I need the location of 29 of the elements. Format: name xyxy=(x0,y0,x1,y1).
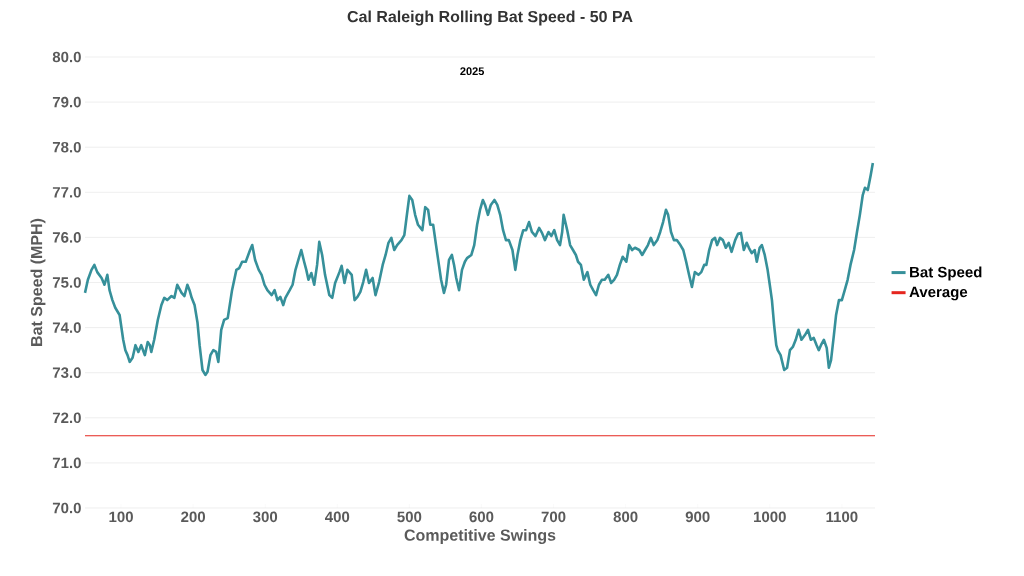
x-tick-label: 700 xyxy=(541,511,566,523)
y-tick-label: 76.0 xyxy=(52,232,81,243)
x-tick-label: 200 xyxy=(181,511,206,523)
y-tick-label: 71.0 xyxy=(52,457,81,469)
annotation: 2025 xyxy=(460,67,485,76)
x-tick-label: 900 xyxy=(685,511,710,523)
y-tick-label: 70.0 xyxy=(52,502,81,514)
y-tick-label: 78.0 xyxy=(52,141,81,153)
y-tick-label: 73.0 xyxy=(52,367,81,379)
x-tick-label: 1100 xyxy=(826,511,858,523)
x-tick-label: 100 xyxy=(109,511,133,523)
line-series xyxy=(83,161,875,377)
y-axis-title: Bat Speed (MPH) xyxy=(30,218,46,346)
legend-label: Average xyxy=(909,286,968,301)
x-tick-label: 500 xyxy=(397,511,422,523)
x-tick-label: 300 xyxy=(253,511,278,523)
x-tick-label: 400 xyxy=(324,511,350,523)
y-tick-label: 75.0 xyxy=(52,277,81,288)
x-tick-label: 600 xyxy=(469,511,494,523)
y-tick-label: 79.0 xyxy=(52,96,81,108)
y-tick-label: 77.0 xyxy=(52,186,81,198)
y-tick-label: 74.0 xyxy=(52,322,81,333)
y-tick-label: 72.0 xyxy=(52,412,81,424)
legend-label: Bat Speed xyxy=(910,266,982,281)
x-tick-label: 800 xyxy=(613,511,638,523)
x-tick-label: 1000 xyxy=(754,511,786,523)
chart-title: Cal Raleigh Rolling Bat Speed - 50 PA xyxy=(347,10,633,26)
x-axis-title: Competitive Swings xyxy=(404,529,556,545)
y-tick-label: 80.0 xyxy=(52,51,81,63)
